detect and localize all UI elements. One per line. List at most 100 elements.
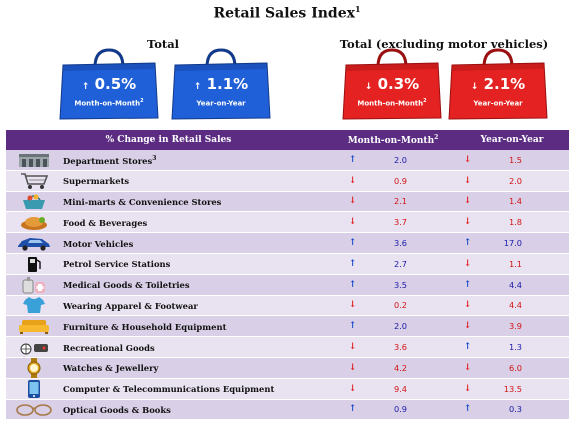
table-row: Watches & Jewellery ↓ 4.2 ↓ 6.0 [6, 357, 569, 379]
group-label-excl-motor: Total (excluding motor vehicles) [339, 37, 549, 51]
bag-label-footnote: 2 [423, 98, 427, 104]
mom-value: 0.9 [393, 404, 407, 415]
bag-value-text: 0.5% [94, 75, 137, 93]
category-name-text: Supermarkets [63, 176, 130, 187]
header-category: % Change in Retail Sales [105, 135, 232, 145]
header-mom-text: Month-on-Month [347, 136, 435, 146]
glasses-icon [6, 400, 61, 420]
table-row: Food & Beverages ↓ 3.7 ↓ 1.8 [6, 212, 569, 234]
header-yoy: Year-on-Year [480, 135, 544, 145]
yoy-value: 1.5 [508, 154, 522, 165]
arrow-down-icon: ↓ [463, 258, 472, 269]
arrow-up-icon: ↑ [463, 404, 472, 415]
mom-value: 2.1 [393, 196, 407, 207]
mom-value: 0.9 [393, 175, 407, 186]
category-name: Petrol Service Stations [61, 258, 331, 269]
yoy-cell: ↓ 1.8 [455, 217, 569, 227]
yoy-value: 1.1 [508, 258, 522, 269]
bag-value: ↑ 0.5% [57, 75, 161, 93]
arrow-up-icon: ↑ [81, 82, 90, 92]
arrow-up-icon: ↑ [348, 258, 357, 269]
header-mom: Month-on-Month2 [331, 134, 455, 146]
category-name-text: Optical Goods & Books [63, 404, 171, 415]
arrow-down-icon: ↓ [348, 342, 357, 353]
category-name: Mini-marts & Convenience Stores [61, 196, 331, 207]
category-name: Supermarkets [61, 175, 331, 186]
yoy-cell: ↓ 1.1 [455, 259, 569, 269]
mom-value: 3.6 [393, 342, 407, 353]
category-name-text: Computer & Telecommunications Equipment [63, 384, 275, 395]
mom-cell: ↑ 2.0 [331, 155, 455, 165]
arrow-up-icon: ↑ [348, 238, 357, 249]
table-row: Furniture & Household Equipment ↑ 2.0 ↓ 3.9 [6, 316, 569, 338]
yoy-cell: ↓ 1.4 [455, 196, 569, 206]
table-row: Department Stores3 ↑ 2.0 ↓ 1.5 [6, 150, 569, 171]
yoy-value: 1.3 [508, 342, 522, 353]
category-name-text: Petrol Service Stations [63, 259, 171, 270]
shopping-bag-icon [448, 48, 548, 120]
yoy-value: 4.4 [508, 300, 522, 311]
title-footnote: 1 [354, 4, 361, 14]
arrow-up-icon: ↑ [348, 321, 357, 332]
arrow-up-icon: ↑ [463, 279, 472, 290]
yoy-value: 17.0 [503, 238, 522, 249]
arrow-down-icon: ↓ [470, 82, 479, 92]
arrow-up-icon: ↑ [348, 279, 357, 290]
bag-value: ↑ 1.1% [169, 75, 273, 93]
arrow-down-icon: ↓ [463, 154, 472, 165]
category-name-text: Motor Vehicles [63, 238, 134, 249]
bag-label-footnote: 2 [140, 98, 144, 104]
bag-label-text: Year-on-Year [196, 99, 246, 108]
arrow-down-icon: ↓ [364, 82, 373, 92]
bag-label: Year-on-Year [446, 98, 550, 107]
mom-cell: ↓ 9.4 [331, 384, 455, 394]
arrow-down-icon: ↓ [348, 362, 357, 373]
category-name-text: Food & Beverages [63, 217, 148, 228]
bag-label: Month-on-Month2 [340, 98, 444, 107]
table-header: % Change in Retail Sales Month-on-Month2… [6, 130, 569, 150]
yoy-cell: ↑ 4.4 [455, 280, 569, 290]
yoy-cell: ↑ 0.3 [455, 404, 569, 414]
shopping-basket-icon [6, 192, 61, 212]
bag-excl-mom: ↓ 0.3% Month-on-Month2 [340, 47, 444, 120]
shopping-bag-icon [59, 48, 159, 120]
arrow-down-icon: ↓ [348, 175, 357, 186]
department-store-icon [6, 150, 61, 170]
mom-value: 3.7 [393, 217, 407, 228]
arrow-down-icon: ↓ [463, 383, 472, 394]
bag-value-text: 1.1% [206, 75, 249, 93]
arrow-up-icon: ↑ [348, 404, 357, 415]
mom-value: 4.2 [393, 362, 407, 373]
bag-label: Month-on-Month2 [57, 98, 161, 107]
yoy-value: 1.8 [508, 217, 522, 228]
arrow-up-icon: ↑ [193, 82, 202, 92]
yoy-value: 1.4 [508, 196, 522, 207]
car-icon [6, 233, 61, 253]
yoy-cell: ↓ 2.0 [455, 176, 569, 186]
food-icon [6, 212, 61, 232]
recreation-icon [6, 337, 61, 357]
yoy-cell: ↑ 1.3 [455, 342, 569, 352]
sofa-icon [6, 316, 61, 336]
phone-icon [6, 379, 61, 399]
page-title: Retail Sales Index1 [0, 4, 574, 22]
mom-value: 3.6 [393, 238, 407, 249]
bag-excl-yoy: ↓ 2.1% Year-on-Year [446, 47, 550, 120]
arrow-down-icon: ↓ [463, 196, 472, 207]
arrow-down-icon: ↓ [463, 175, 472, 186]
arrow-up-icon: ↑ [463, 342, 472, 353]
arrow-down-icon: ↓ [463, 362, 472, 373]
category-name: Computer & Telecommunications Equipment [61, 383, 331, 394]
arrow-down-icon: ↓ [463, 217, 472, 228]
category-name-text: Wearing Apparel & Footwear [63, 300, 198, 311]
mom-cell: ↓ 3.6 [331, 342, 455, 352]
yoy-cell: ↓ 4.4 [455, 300, 569, 310]
group-label-total: Total [146, 37, 180, 51]
mom-cell: ↑ 3.5 [331, 280, 455, 290]
category-name: Food & Beverages [61, 217, 331, 228]
yoy-value: 2.0 [508, 175, 522, 186]
mom-cell: ↓ 0.9 [331, 176, 455, 186]
yoy-cell: ↓ 1.5 [455, 155, 569, 165]
category-name: Furniture & Household Equipment [61, 321, 331, 332]
table-row: Recreational Goods ↓ 3.6 ↑ 1.3 [6, 337, 569, 358]
